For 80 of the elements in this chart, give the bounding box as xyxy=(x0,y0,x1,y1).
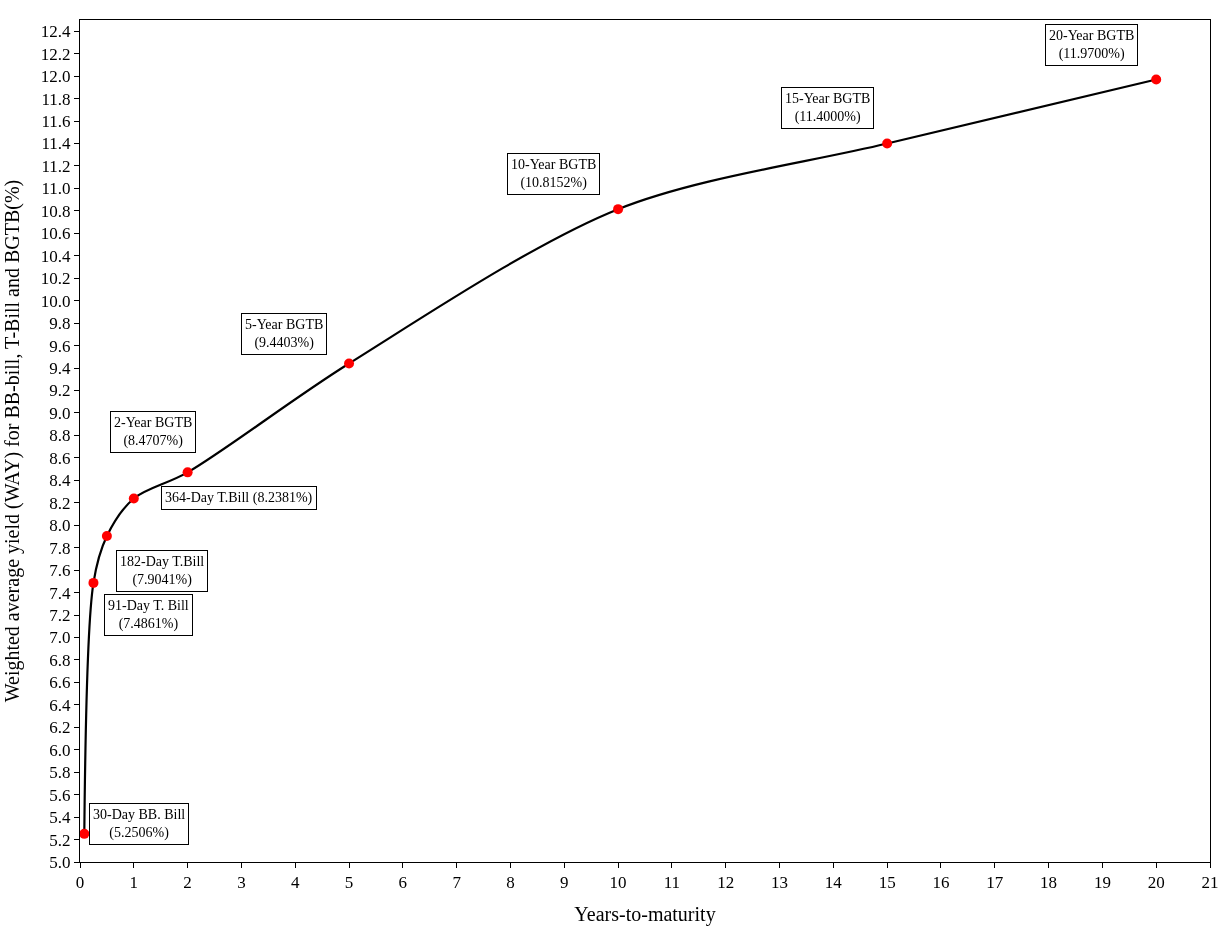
x-tick-label: 5 xyxy=(344,873,354,893)
y-tick-label: 5.2 xyxy=(49,830,71,850)
point xyxy=(80,828,90,839)
y-tick-label: 8.0 xyxy=(49,516,71,536)
x-tick-label: 14 xyxy=(824,873,843,893)
x-tick-label: 19 xyxy=(1093,873,1111,893)
y-tick-label: 7.0 xyxy=(49,628,71,648)
annotation: 2-Year BGTB (8.4707%) xyxy=(114,415,193,450)
annotation: 20-Year BGTB (11.9700%) xyxy=(1049,28,1135,63)
x-tick-label: 6 xyxy=(398,873,408,893)
y-tick-label: 10.0 xyxy=(40,291,71,311)
y-tick-label: 10.6 xyxy=(40,224,71,244)
x-axis-title: Years-to-maturity xyxy=(574,902,716,926)
y-tick-label: 11.8 xyxy=(41,89,71,109)
y-tick-label: 8.4 xyxy=(49,471,72,491)
y-tick-label: 6.6 xyxy=(49,673,71,693)
x-tick-label: 0 xyxy=(75,873,85,893)
y-tick-label: 7.6 xyxy=(49,561,71,581)
point xyxy=(1151,74,1162,85)
x-tick-label: 10 xyxy=(609,873,627,893)
x-tick-label: 15 xyxy=(878,873,896,893)
y-tick-label: 10.8 xyxy=(40,201,71,221)
y-tick-label: 6.2 xyxy=(49,718,71,738)
point xyxy=(882,138,893,149)
point xyxy=(344,358,355,369)
y-tick-label: 12.0 xyxy=(40,67,71,87)
x-tick-label: 9 xyxy=(560,873,569,893)
y-tick-label: 6.0 xyxy=(49,740,71,760)
y-tick-label: 7.2 xyxy=(49,605,71,625)
y-tick-label: 10.2 xyxy=(40,269,71,289)
point xyxy=(101,530,112,541)
y-tick-label: 5.4 xyxy=(49,808,72,828)
y-tick-label: 12.4 xyxy=(40,22,72,42)
x-tick-label: 4 xyxy=(290,873,300,893)
x-tick-label: 18 xyxy=(1040,873,1058,893)
x-tick-label: 13 xyxy=(771,873,789,893)
point xyxy=(613,204,624,215)
y-tick-label: 12.2 xyxy=(40,44,71,64)
point xyxy=(88,577,99,588)
y-tick-label: 11.0 xyxy=(41,179,71,199)
annotation: 15-Year BGTB (11.4000%) xyxy=(785,91,871,126)
x-tick-label: 12 xyxy=(717,873,735,893)
y-tick-label: 9.0 xyxy=(49,403,71,423)
y-tick-label: 11.2 xyxy=(41,156,71,176)
annotation: 182-Day T.Bill (7.9041%) xyxy=(120,554,205,589)
y-tick-label: 8.2 xyxy=(49,493,71,513)
x-tick-label: 21 xyxy=(1201,873,1219,893)
y-axis-title: Weighted average yield (WAY) for BB-bill, T-Bill and BGTB(%) xyxy=(1,179,25,703)
x-tick-label: 20 xyxy=(1147,873,1165,893)
x-tick-label: 7 xyxy=(452,873,462,893)
point xyxy=(128,493,139,504)
y-tick-label: 8.6 xyxy=(49,448,71,468)
y-tick-label: 9.6 xyxy=(49,336,71,356)
annotation: 91-Day T. Bill (7.4861%) xyxy=(108,598,189,633)
point xyxy=(182,467,193,478)
y-tick-label: 5.8 xyxy=(49,763,71,783)
annotation: 10-Year BGTB (10.8152%) xyxy=(511,157,597,192)
x-tick-label: 16 xyxy=(932,873,950,893)
x-tick-label: 17 xyxy=(986,873,1004,893)
x-tick-label: 11 xyxy=(663,873,681,893)
annotation: 30-Day BB. Bill (5.2506%) xyxy=(93,807,186,842)
x-tick-label: 2 xyxy=(183,873,192,893)
y-tick-label: 11.4 xyxy=(41,134,72,154)
y-tick-label: 5.0 xyxy=(49,852,71,872)
y-tick-label: 7.8 xyxy=(49,538,71,558)
y-tick-label: 9.8 xyxy=(49,314,71,334)
y-tick-label: 9.4 xyxy=(49,358,72,378)
x-tick-label: 1 xyxy=(129,873,139,893)
y-tick-label: 10.4 xyxy=(40,246,72,266)
y-tick-label: 8.8 xyxy=(49,426,71,446)
x-tick-label: 8 xyxy=(506,873,515,893)
y-tick-label: 11.6 xyxy=(41,111,71,131)
annotation: 364-Day T.Bill (8.2381%) xyxy=(165,490,313,506)
y-tick-label: 9.2 xyxy=(49,381,71,401)
annotation: 5-Year BGTB (9.4403%) xyxy=(245,317,324,352)
y-tick-label: 6.4 xyxy=(49,695,72,715)
y-tick-label: 5.6 xyxy=(49,785,71,805)
x-tick-label: 3 xyxy=(237,873,246,893)
y-tick-label: 7.4 xyxy=(49,583,72,603)
y-tick-label: 6.8 xyxy=(49,650,71,670)
